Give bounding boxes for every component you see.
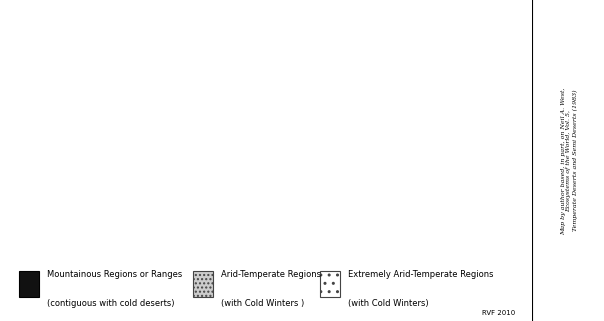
Text: RVF 2010: RVF 2010 (483, 310, 516, 317)
Text: Mountainous Regions or Ranges: Mountainous Regions or Ranges (47, 270, 182, 279)
Text: (contiguous with cold deserts): (contiguous with cold deserts) (47, 299, 175, 308)
Text: Arid-Temperate Regions: Arid-Temperate Regions (221, 270, 321, 279)
Text: (with Cold Winters): (with Cold Winters) (348, 299, 429, 308)
Bar (19, 271, 39, 297)
Text: (with Cold Winters ): (with Cold Winters ) (221, 299, 304, 308)
Text: Extremely Arid-Temperate Regions: Extremely Arid-Temperate Regions (348, 270, 493, 279)
Text: Map by author based, in part, on Neil A. West, 
Ecosystems of the World, Vol. 5,: Map by author based, in part, on Neil A.… (561, 86, 577, 235)
Bar (193, 271, 213, 297)
Bar (320, 271, 340, 297)
